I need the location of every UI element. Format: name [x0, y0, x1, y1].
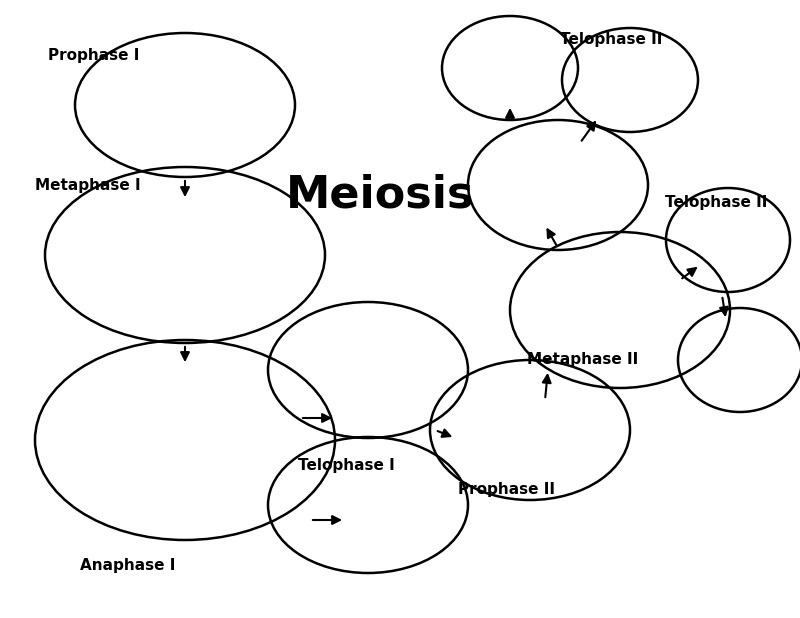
Text: Anaphase I: Anaphase I [80, 558, 175, 573]
Text: Meiosis: Meiosis [286, 174, 474, 216]
Text: Prophase II: Prophase II [458, 482, 555, 497]
Text: Metaphase I: Metaphase I [35, 178, 141, 193]
Text: Telophase I: Telophase I [298, 458, 394, 473]
Text: Prophase I: Prophase I [48, 48, 139, 63]
Text: Metaphase II: Metaphase II [527, 352, 638, 367]
Text: Telophase II: Telophase II [560, 32, 662, 47]
Text: Telophase II: Telophase II [665, 195, 767, 210]
